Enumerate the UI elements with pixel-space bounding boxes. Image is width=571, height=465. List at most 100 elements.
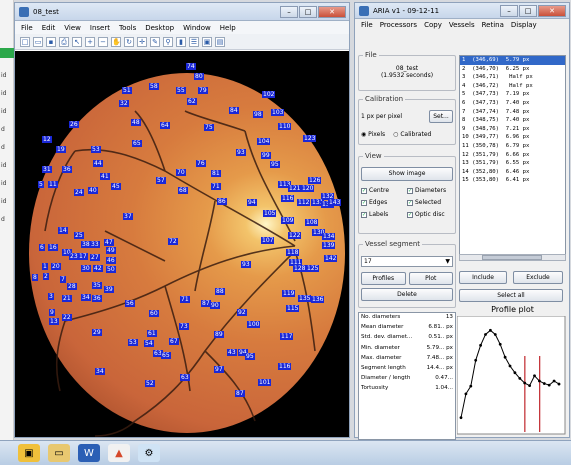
vessel-label[interactable]: 80 [194,73,204,80]
vessel-label[interactable]: 110 [278,123,292,130]
vessel-label[interactable]: 131 [311,199,325,206]
list-item[interactable]: 12 (351,79) 6.66 px [462,151,530,158]
vessel-label[interactable]: 97 [214,366,224,373]
vessel-label[interactable]: 103 [271,109,285,116]
vessel-label[interactable]: 137 [321,201,335,208]
plot-button[interactable]: Plot [408,272,453,285]
vessel-label[interactable]: 67 [169,338,179,345]
vessel-label[interactable]: 88 [215,288,225,295]
list-item[interactable]: 6 (347,73) 7.40 px [462,99,530,106]
menu-item-display[interactable]: Display [510,21,537,29]
menu-item-copy[interactable]: Copy [424,21,442,29]
vessel-label[interactable]: 19 [56,146,66,153]
vessel-label[interactable]: 42 [93,265,103,272]
vessel-label[interactable]: 121 [288,185,302,192]
vessel-label[interactable]: 143 [328,199,342,206]
vessel-label[interactable]: 112 [297,199,311,206]
vessel-label[interactable]: 38 [81,241,91,248]
menu-item-retina[interactable]: Retina [481,21,504,29]
aria-titlebar[interactable]: ARIA v1 - 09-12-11 – □ ✕ [355,3,569,19]
vessel-label[interactable]: 65 [161,352,171,359]
rotate-icon[interactable]: ↻ [124,36,134,47]
vessel-label[interactable]: 2 [43,273,49,280]
list-item[interactable]: 8 (348,75) 7.40 px [462,117,530,124]
list-horizontal-scrollbar[interactable] [459,254,566,261]
vessel-label[interactable]: 43 [227,349,237,356]
vessel-label[interactable]: 126 [308,177,322,184]
vessel-label[interactable]: 9 [49,309,55,316]
vessel-label[interactable]: 101 [258,379,272,386]
list-item[interactable]: 14 (352,80) 6.46 px [462,168,530,175]
vessel-label[interactable]: 25 [74,232,84,239]
list-item[interactable]: 3 (346,71) Half px [462,74,533,81]
list-item[interactable]: 10 (349,77) 6.96 px [462,134,530,141]
vessel-label[interactable]: 113 [278,181,292,188]
vessel-label[interactable]: 36 [62,166,72,173]
vessel-label[interactable]: 117 [280,333,294,340]
vessel-label[interactable]: 31 [42,166,52,173]
brush-icon[interactable]: ✎ [150,36,160,47]
vessel-label[interactable]: 115 [286,305,300,312]
vessel-label[interactable]: 125 [306,265,320,272]
vessel-label[interactable]: 21 [62,295,72,302]
hide-tools-icon[interactable]: ▣ [202,36,212,47]
vessel-label[interactable]: 74 [186,63,196,70]
segment-select[interactable]: 17 ▼ [361,256,453,267]
menu-item-file[interactable]: File [21,23,33,32]
vessel-label[interactable]: 41 [100,173,110,180]
vessel-label[interactable]: 111 [289,259,303,266]
data-cursor-icon[interactable]: ✛ [137,36,147,47]
include-button[interactable]: Include [459,271,507,284]
vessel-label[interactable]: 58 [149,83,159,90]
list-item[interactable]: 7 (347,74) 7.48 px [462,108,530,115]
checkbox-edges[interactable]: ✓ Edges [361,199,407,206]
checkbox-centre[interactable]: ✓ Centre [361,187,407,194]
vessel-label[interactable]: 142 [324,255,338,262]
vessel-label[interactable]: 87 [201,300,211,307]
vessel-label[interactable]: 128 [293,265,307,272]
vessel-label[interactable]: 53 [128,339,138,346]
windows-explorer-icon[interactable]: ▣ [18,444,40,462]
vessel-label[interactable]: 30 [81,265,91,272]
vessel-label[interactable]: 62 [187,98,197,105]
maximize-button[interactable]: □ [519,4,537,17]
vessel-label[interactable]: 1 [42,263,48,270]
menu-item-file[interactable]: File [361,21,373,29]
vessel-label[interactable]: 70 [176,169,186,176]
vessel-label[interactable]: 35 [92,282,102,289]
image-axes[interactable]: 74 80 51 58 55 79 62 102 32 84 98 103 48 64 75 26 110 12 5… [15,51,349,437]
vessel-label[interactable]: 20 [51,263,61,270]
show-image-button[interactable]: Show image [361,167,453,181]
vessel-label[interactable]: 71 [211,183,221,190]
checkbox-diameters[interactable]: ✓ Diameters [407,187,453,194]
vessel-label[interactable]: 135 [298,295,312,302]
vessel-label[interactable]: 33 [90,241,100,248]
delete-button[interactable]: Delete [361,288,453,301]
vessel-label[interactable]: 99 [261,152,271,159]
vessel-label[interactable]: 55 [176,87,186,94]
menu-item-vessels[interactable]: Vessels [448,21,475,29]
vessel-label[interactable]: 81 [211,170,221,177]
vessel-label[interactable]: 22 [62,314,72,321]
vessel-label[interactable]: 65 [132,140,142,147]
vessel-label[interactable]: 132 [321,193,335,200]
vessel-label[interactable]: 139 [322,242,336,249]
vessel-label[interactable]: 136 [311,296,325,303]
vessel-label[interactable]: 29 [92,329,102,336]
vessel-label[interactable]: 34 [81,294,91,301]
vessel-label[interactable]: 51 [122,87,132,94]
vessel-label[interactable]: 39 [104,286,114,293]
vessel-label[interactable]: 86 [217,198,227,205]
maximize-button[interactable]: □ [299,5,317,18]
vessel-label[interactable]: 27 [90,254,100,261]
scrollbar-thumb[interactable] [482,255,542,260]
menu-item-edit[interactable]: Edit [41,23,56,32]
pan-icon[interactable]: ✋ [111,36,121,47]
vessel-label[interactable]: 79 [198,87,208,94]
vessel-label[interactable]: 48 [131,119,141,126]
vessel-label[interactable]: 61 [147,330,157,337]
vessel-label[interactable]: 90 [210,302,220,309]
list-item[interactable]: 9 (348,76) 7.21 px [462,125,530,132]
vessel-label[interactable]: 34 [95,368,105,375]
vessel-label[interactable]: 71 [180,296,190,303]
